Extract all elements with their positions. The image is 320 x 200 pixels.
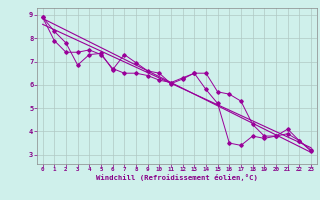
- X-axis label: Windchill (Refroidissement éolien,°C): Windchill (Refroidissement éolien,°C): [96, 174, 258, 181]
